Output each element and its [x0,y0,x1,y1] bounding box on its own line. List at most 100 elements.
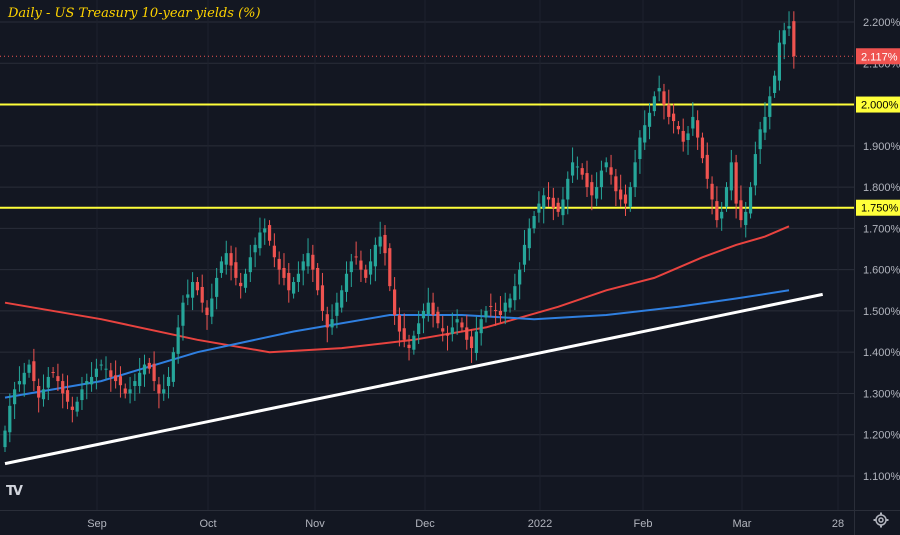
candle [566,171,570,215]
candle [104,356,108,380]
candle-body [109,370,113,377]
candle-body [546,196,551,200]
candle [147,357,151,374]
candle [340,285,344,313]
candle-body [696,120,700,138]
candle-body [537,203,541,213]
candle [590,174,594,211]
candle [465,315,469,350]
candle-body [421,310,426,319]
candle-body [147,362,151,369]
candle [190,272,195,311]
candle [575,156,579,180]
candle-body [3,430,7,448]
chart-title: Daily - US Treasury 10-year yields (%) [8,6,261,21]
candle-body [89,376,94,385]
candle [99,359,103,371]
candle-body [287,272,291,291]
candle-body [619,189,623,200]
candle [720,201,724,231]
candle [22,362,26,397]
candle-body [532,215,536,229]
candle-body [388,248,392,287]
candle-body [561,199,565,216]
moving-average-red [4,225,790,354]
candle [311,244,315,283]
gear-icon[interactable] [873,512,889,528]
x-tick-label: Mar [733,518,752,530]
candle [224,240,228,275]
candle-body [114,375,118,382]
candle [316,263,320,296]
candle [354,241,358,265]
candle [186,279,190,306]
candle [373,237,377,282]
y-tick-label: 1.300% [863,388,900,400]
candle-body [715,201,719,221]
candle-body [330,319,334,328]
tradingview-logo[interactable]: TV [6,484,23,499]
candle-body [768,96,772,117]
candle [763,102,767,141]
candle [542,187,546,224]
candle [325,306,329,343]
candle-body [710,183,714,200]
candle [56,363,60,391]
candle-body [431,302,435,316]
candle [378,221,382,254]
candle-body [609,167,613,175]
candle [51,367,55,378]
candle-body [166,376,171,387]
candle-body [580,168,584,175]
candle [383,225,387,266]
candle [75,396,79,417]
candle-body [234,262,238,278]
candle [455,309,459,335]
candle-body [402,328,406,340]
candle [128,376,132,404]
candle-body [368,261,373,275]
candle-body [782,30,786,45]
candle-body [296,273,301,283]
candle-body [527,228,531,249]
candle-body [643,125,647,143]
candle [292,277,296,299]
candle [61,373,65,409]
candle [166,367,171,399]
candle-body [614,176,618,192]
candle-body [671,113,676,122]
x-tick-label: Nov [305,518,325,530]
candle [441,315,445,342]
candle-body [118,376,123,386]
candle [109,362,113,392]
candle-body [417,323,421,335]
candle-body [638,137,642,160]
candle [152,351,156,391]
candle-body [556,202,560,212]
candle [484,305,488,323]
candle-body [686,133,690,141]
candle-body [570,162,575,176]
candle [41,374,46,407]
candle [676,121,680,135]
x-tick-label: Sep [87,518,107,530]
moving-average-blue [4,289,790,399]
candle [647,102,652,140]
candle [753,141,757,196]
candle [195,277,199,296]
candle [431,292,435,328]
candle-body [383,234,387,254]
candle-body [623,194,628,204]
candle [739,185,743,228]
candle-body [138,372,142,387]
level-label-bg [856,96,900,113]
candle-body [787,26,791,29]
candle [792,11,796,69]
candle [8,393,12,443]
x-tick-label: Feb [634,518,653,530]
candle [652,91,656,117]
candle [479,309,483,346]
candle [450,312,454,342]
candle-body [522,244,527,265]
